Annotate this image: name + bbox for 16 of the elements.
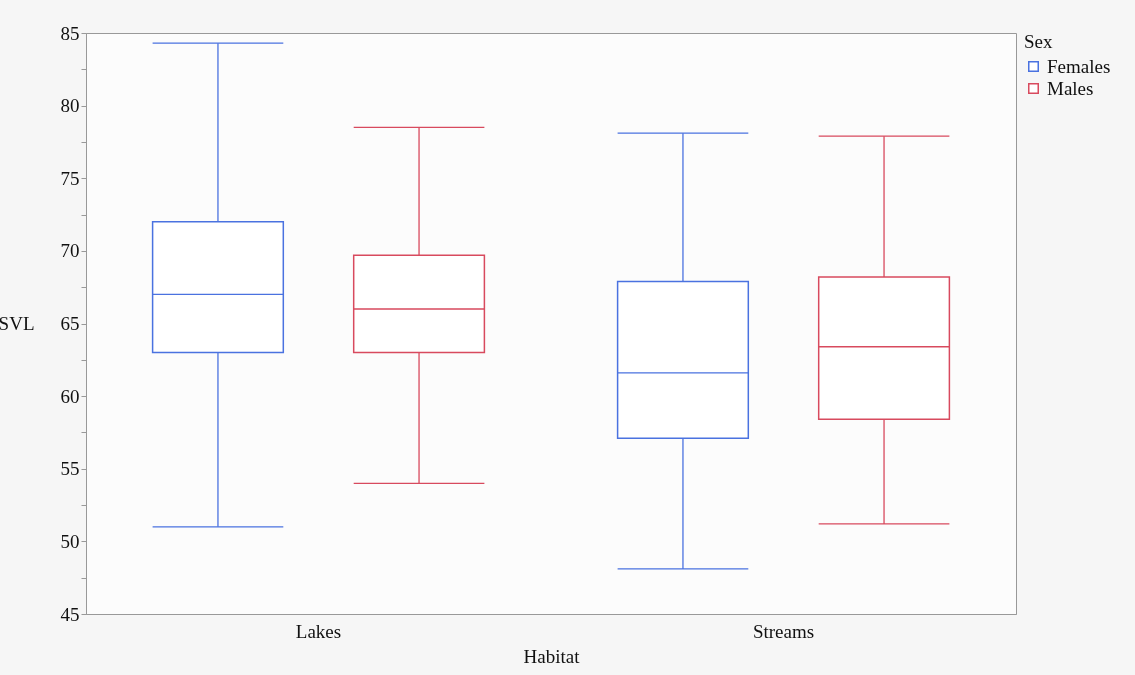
y-tick-label: 85 <box>60 22 80 44</box>
y-tick-label: 65 <box>60 313 80 334</box>
legend-title: Sex <box>1024 31 1053 52</box>
y-tick-label: 55 <box>60 458 80 480</box>
legend-label: Males <box>1047 77 1094 99</box>
legend-label: Females <box>1047 55 1111 77</box>
x-tick-label: Streams <box>752 620 815 642</box>
y-axis-title: SVL <box>0 313 35 334</box>
y-tick-label: 70 <box>60 240 80 262</box>
y-tick-label: 80 <box>60 95 80 117</box>
y-tick-label: 75 <box>60 167 80 189</box>
x-axis-title: Habitat <box>523 645 581 667</box>
y-tick-label: 45 <box>60 603 80 625</box>
x-tick-label: Lakes <box>295 620 342 642</box>
y-tick-label: 50 <box>60 530 80 552</box>
y-tick-label: 60 <box>60 385 80 407</box>
